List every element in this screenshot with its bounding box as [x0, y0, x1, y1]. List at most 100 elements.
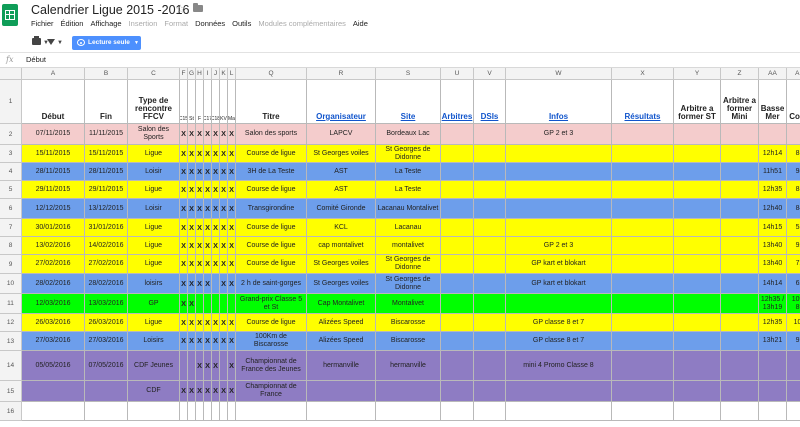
table-cell[interactable]: X: [204, 163, 212, 181]
table-cell[interactable]: [441, 314, 474, 332]
table-cell[interactable]: Ligue: [128, 219, 180, 237]
table-cell[interactable]: [228, 294, 236, 314]
table-cell[interactable]: [228, 402, 236, 421]
document-title[interactable]: Calendrier Ligue 2015 -2016: [31, 3, 190, 17]
column-header[interactable]: A: [22, 68, 85, 80]
header-cell[interactable]: Site: [376, 80, 441, 124]
table-cell[interactable]: Lacanau: [376, 219, 441, 237]
table-cell[interactable]: [441, 199, 474, 219]
table-cell[interactable]: [721, 145, 759, 163]
table-cell[interactable]: [196, 402, 204, 421]
table-cell[interactable]: [376, 381, 441, 402]
table-cell[interactable]: [220, 351, 228, 381]
table-cell[interactable]: X: [196, 381, 204, 402]
table-cell[interactable]: GP classe 8 et 7: [506, 314, 612, 332]
table-cell[interactable]: 13h40: [759, 255, 787, 274]
table-cell[interactable]: X: [228, 237, 236, 255]
table-cell[interactable]: 05/05/2016: [22, 351, 85, 381]
table-cell[interactable]: 13h40: [759, 237, 787, 255]
table-cell[interactable]: X: [188, 237, 196, 255]
table-cell[interactable]: [674, 181, 721, 199]
table-cell[interactable]: [212, 402, 220, 421]
table-cell[interactable]: X: [212, 381, 220, 402]
table-cell[interactable]: [674, 402, 721, 421]
table-cell[interactable]: 83: [787, 145, 800, 163]
chevron-down-icon[interactable]: ▼: [57, 40, 63, 46]
read-only-button[interactable]: Lecture seule ▼: [72, 36, 141, 50]
table-cell[interactable]: [721, 332, 759, 351]
table-cell[interactable]: X: [180, 199, 188, 219]
table-cell[interactable]: Course de ligue: [236, 314, 307, 332]
table-cell[interactable]: Ligue: [128, 237, 180, 255]
table-cell[interactable]: Grand-prix Classe 5 et St: [236, 294, 307, 314]
row-header[interactable]: 11: [0, 294, 22, 314]
table-cell[interactable]: [506, 294, 612, 314]
table-cell[interactable]: 27/03/2016: [85, 332, 128, 351]
table-cell[interactable]: X: [212, 332, 220, 351]
table-cell[interactable]: X: [228, 219, 236, 237]
column-header[interactable]: L: [228, 68, 236, 80]
table-cell[interactable]: [612, 351, 674, 381]
table-cell[interactable]: X: [228, 314, 236, 332]
table-cell[interactable]: X: [220, 124, 228, 145]
table-cell[interactable]: X: [220, 255, 228, 274]
table-cell[interactable]: [612, 237, 674, 255]
table-cell[interactable]: 2 h de saint-gorges: [236, 274, 307, 294]
table-cell[interactable]: St Georges de Didonne: [376, 145, 441, 163]
column-header[interactable]: S: [376, 68, 441, 80]
row-header[interactable]: 2: [0, 124, 22, 145]
header-cell[interactable]: Arbitre a former ST: [674, 80, 721, 124]
table-cell[interactable]: [674, 351, 721, 381]
table-cell[interactable]: [612, 294, 674, 314]
row-header[interactable]: 9: [0, 255, 22, 274]
table-cell[interactable]: [188, 351, 196, 381]
table-cell[interactable]: La Teste: [376, 163, 441, 181]
table-cell[interactable]: [674, 294, 721, 314]
table-cell[interactable]: Lacanau Montalivet: [376, 199, 441, 219]
table-cell[interactable]: X: [196, 163, 204, 181]
table-cell[interactable]: X: [196, 332, 204, 351]
header-cell[interactable]: Coeff: [787, 80, 800, 124]
table-cell[interactable]: [376, 402, 441, 421]
table-cell[interactable]: [612, 402, 674, 421]
table-cell[interactable]: Championnat de France: [236, 381, 307, 402]
table-cell[interactable]: [612, 163, 674, 181]
table-cell[interactable]: [674, 381, 721, 402]
table-cell[interactable]: [474, 402, 506, 421]
table-cell[interactable]: GP classe 8 et 7: [506, 332, 612, 351]
table-cell[interactable]: Salon des Sports: [128, 124, 180, 145]
table-cell[interactable]: St Georges voiles: [307, 274, 376, 294]
row-header[interactable]: 10: [0, 274, 22, 294]
table-cell[interactable]: X: [228, 163, 236, 181]
table-cell[interactable]: X: [204, 181, 212, 199]
column-header[interactable]: J: [212, 68, 220, 80]
table-cell[interactable]: X: [212, 145, 220, 163]
table-cell[interactable]: [674, 274, 721, 294]
header-cell[interactable]: Titre: [236, 80, 307, 124]
table-cell[interactable]: X: [204, 381, 212, 402]
menu-item[interactable]: Données: [195, 19, 226, 28]
select-all-corner[interactable]: [0, 68, 22, 80]
table-cell[interactable]: [441, 402, 474, 421]
table-cell[interactable]: X: [196, 219, 204, 237]
folder-icon[interactable]: [193, 3, 203, 12]
table-cell[interactable]: [674, 163, 721, 181]
table-cell[interactable]: 92: [787, 237, 800, 255]
table-cell[interactable]: 28/02/2016: [22, 274, 85, 294]
table-cell[interactable]: [721, 181, 759, 199]
table-cell[interactable]: X: [196, 145, 204, 163]
table-cell[interactable]: [612, 381, 674, 402]
table-cell[interactable]: X: [180, 124, 188, 145]
table-cell[interactable]: X: [212, 255, 220, 274]
table-cell[interactable]: X: [188, 163, 196, 181]
table-cell[interactable]: 30/01/2016: [22, 219, 85, 237]
table-cell[interactable]: X: [220, 219, 228, 237]
table-cell[interactable]: [441, 219, 474, 237]
column-header[interactable]: U: [441, 68, 474, 80]
table-cell[interactable]: X: [228, 381, 236, 402]
table-cell[interactable]: X: [188, 255, 196, 274]
table-cell[interactable]: 12h35 / 13h19: [759, 294, 787, 314]
table-cell[interactable]: [474, 332, 506, 351]
table-cell[interactable]: 28/11/2015: [22, 163, 85, 181]
table-cell[interactable]: Loisir: [128, 163, 180, 181]
